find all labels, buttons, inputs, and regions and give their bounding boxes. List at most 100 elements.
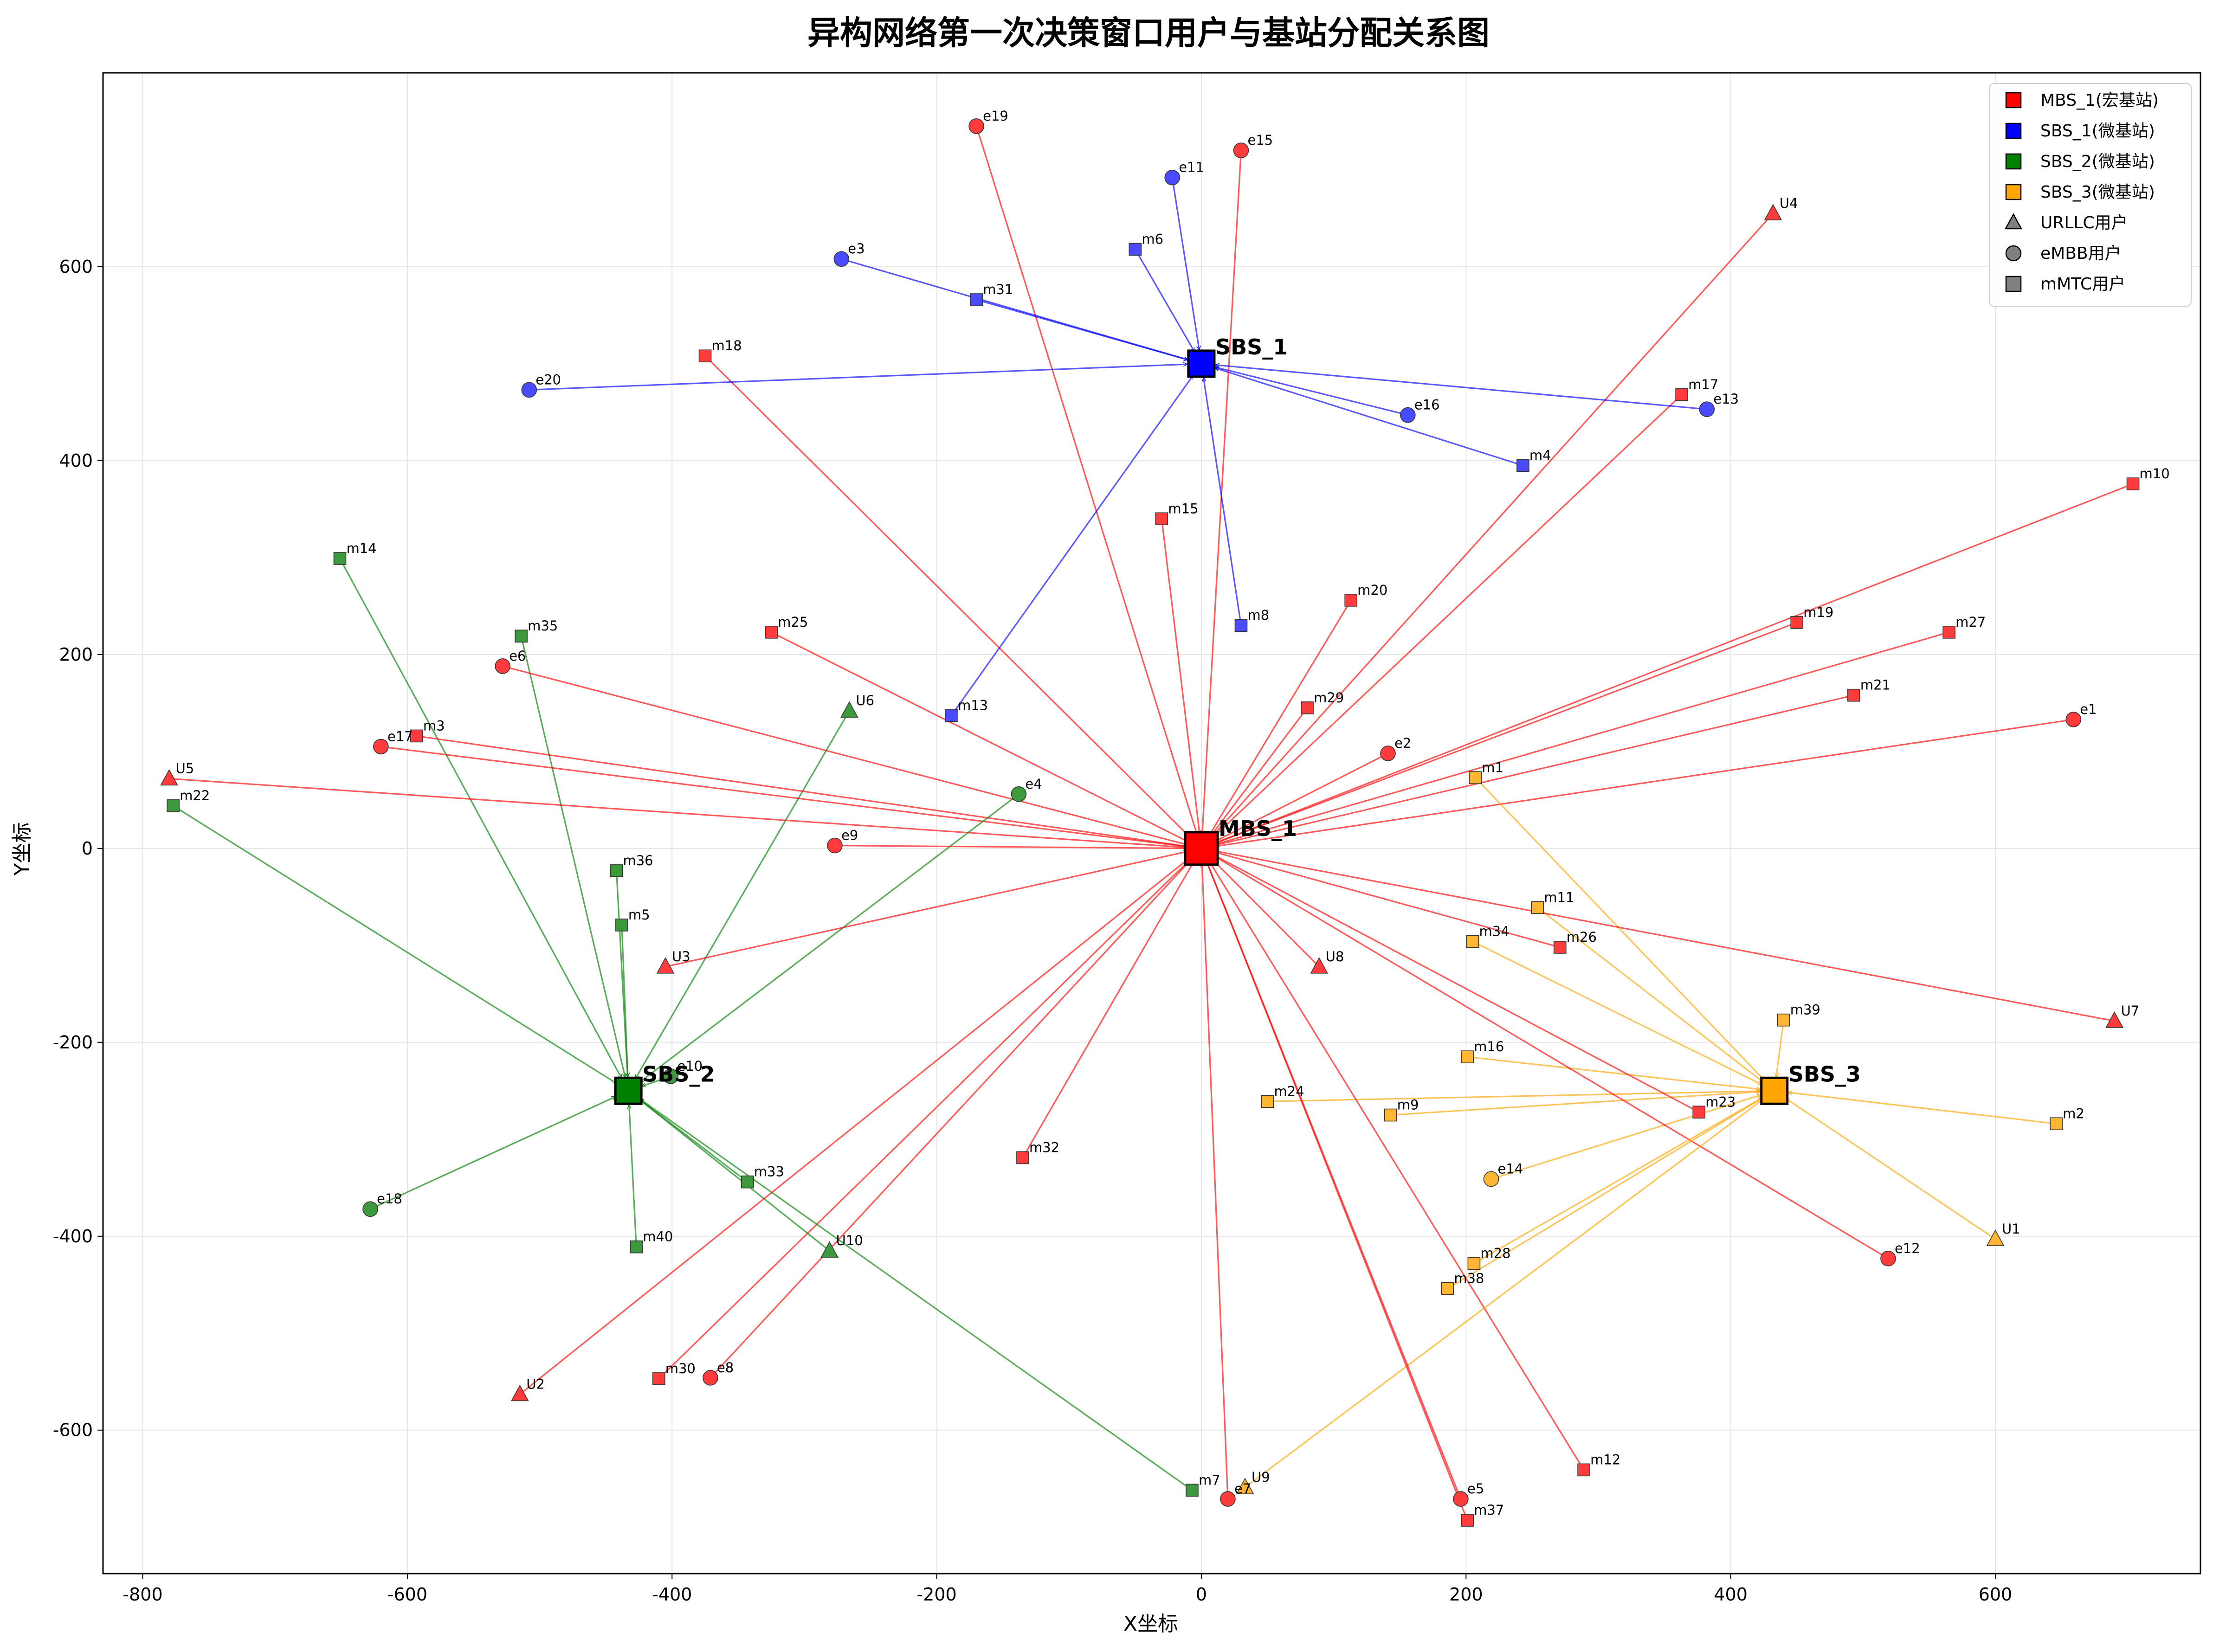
user-point-m29 [1301,701,1314,714]
assignment-arrow-U1 [1786,1098,1996,1240]
user-label-m2: m2 [2063,1106,2084,1121]
user-point-e2 [1380,746,1396,761]
y-tick-label: -600 [53,1420,93,1440]
assignment-arrow-e9 [834,844,1187,848]
assignment-arrow-m1 [1475,777,1766,1081]
assignment-arrow-U5 [169,778,1187,847]
assignment-arrow-m17 [1211,394,1683,840]
base-station-SBS_3 [1760,1076,1789,1105]
assignment-arrow-m13 [950,375,1194,716]
assignment-arrow-e1 [1215,719,2074,847]
user-label-m33: m33 [754,1164,784,1180]
user-label-m32: m32 [1029,1139,1059,1155]
assignment-arrow-m8 [1203,378,1242,626]
legend-swatch-4 [2004,213,2023,230]
user-point-U1 [1986,1229,2005,1246]
user-label-e8: e8 [717,1360,734,1376]
base-station-label-SBS_3: SBS_3 [1788,1061,1861,1086]
user-label-U4: U4 [1780,195,1798,211]
assignment-arrow-U10 [639,1099,830,1252]
user-label-m40: m40 [643,1229,673,1245]
assignment-arrow-m28 [1473,1097,1762,1264]
user-point-U6 [840,701,858,718]
assignment-arrow-e7 [1202,862,1229,1499]
user-point-m5 [615,919,628,932]
user-label-m30: m30 [665,1361,696,1376]
user-label-m3: m3 [423,718,445,733]
legend-label-0: MBS_1(宏基站) [2040,91,2159,110]
user-label-e14: e14 [1497,1161,1523,1176]
assignment-arrow-m22 [173,805,617,1084]
user-label-m12: m12 [1590,1452,1620,1467]
user-point-e18 [362,1201,378,1217]
user-label-e3: e3 [848,241,865,257]
base-station-label-SBS_1: SBS_1 [1215,334,1288,360]
assignment-arrow-m23 [1213,854,1699,1113]
x-tick-label: 600 [1979,1584,2013,1605]
user-label-m17: m17 [1688,377,1718,392]
user-label-m13: m13 [958,698,988,714]
grid-lines [103,73,2200,1574]
user-label-m14: m14 [346,540,376,556]
user-label-m26: m26 [1567,929,1597,945]
assignment-arrow-e8 [710,858,1193,1378]
user-label-e15: e15 [1247,132,1273,148]
x-axis-label: X坐标 [1123,1612,1178,1636]
assignment-arrow-e4 [639,793,1019,1083]
user-point-e11 [1164,169,1181,186]
user-label-m37: m37 [1474,1502,1504,1518]
user-point-m3 [410,729,423,743]
user-label-U2: U2 [526,1376,545,1392]
user-point-e9 [827,837,843,854]
user-label-e20: e20 [536,372,561,387]
assignment-arrow-m9 [1390,1092,1761,1116]
assignment-arrow-m10 [1214,483,2134,843]
user-label-e10: e10 [677,1058,703,1074]
assignment-arrow-e2 [1214,752,1388,843]
legend-label-4: URLLC用户 [2040,213,2128,232]
assignment-arrow-m18 [704,355,1192,839]
axis-ticks: -800 -600 -400 -200 0 200 400 600 -600 -400 -200 0 2… [53,257,2012,1605]
base-station-SBS_2 [614,1076,643,1105]
assignment-arrow-m16 [1467,1056,1761,1089]
base-stations: MBS_1 SBS_1 SBS_2 SBS_3 [614,334,1861,1105]
user-label-m34: m34 [1479,923,1510,939]
user-point-e1 [2065,712,2082,727]
assignment-arrow-m20 [1208,600,1352,836]
y-tick-label: -400 [53,1226,93,1247]
user-point-U10 [820,1241,839,1258]
assignment-arrow-U2 [519,856,1190,1395]
assignment-arrow-e19 [975,126,1197,835]
user-label-e2: e2 [1394,735,1411,751]
user-label-m35: m35 [528,618,558,634]
assignment-arrow-m32 [1022,861,1195,1158]
user-point-m18 [698,349,712,363]
user-label-m6: m6 [1142,231,1163,247]
user-label-m19: m19 [1803,604,1833,620]
user-label-m16: m16 [1474,1039,1504,1054]
user-point-m36 [610,864,623,877]
user-point-m17 [1675,388,1688,401]
legend-label-1: SBS_1(微基站) [2040,122,2155,141]
user-point-e12 [1880,1251,1896,1266]
user-label-U7: U7 [2121,1003,2140,1019]
user-label-m27: m27 [1955,614,1986,630]
user-label-e7: e7 [1234,1481,1251,1497]
user-label-e17: e17 [387,728,413,744]
user-label-m9: m9 [1397,1097,1419,1113]
user-label-U10: U10 [836,1233,863,1248]
user-label-e16: e16 [1414,397,1440,413]
x-tick-label: -800 [123,1584,162,1605]
assignment-arrow-e14 [1490,1095,1761,1180]
base-station-SBS_1 [1187,349,1216,378]
assignment-arrow-e12 [1213,855,1889,1260]
user-point-m20 [1344,594,1357,607]
user-point-m22 [167,799,180,812]
user-label-U1: U1 [2002,1221,2020,1237]
user-label-e5: e5 [1467,1481,1484,1497]
user-point-m31 [970,293,983,306]
assignment-arrow-m24 [1267,1091,1761,1102]
x-tick-label: -400 [652,1584,692,1605]
legend-label-2: SBS_2(微基站) [2040,152,2155,171]
